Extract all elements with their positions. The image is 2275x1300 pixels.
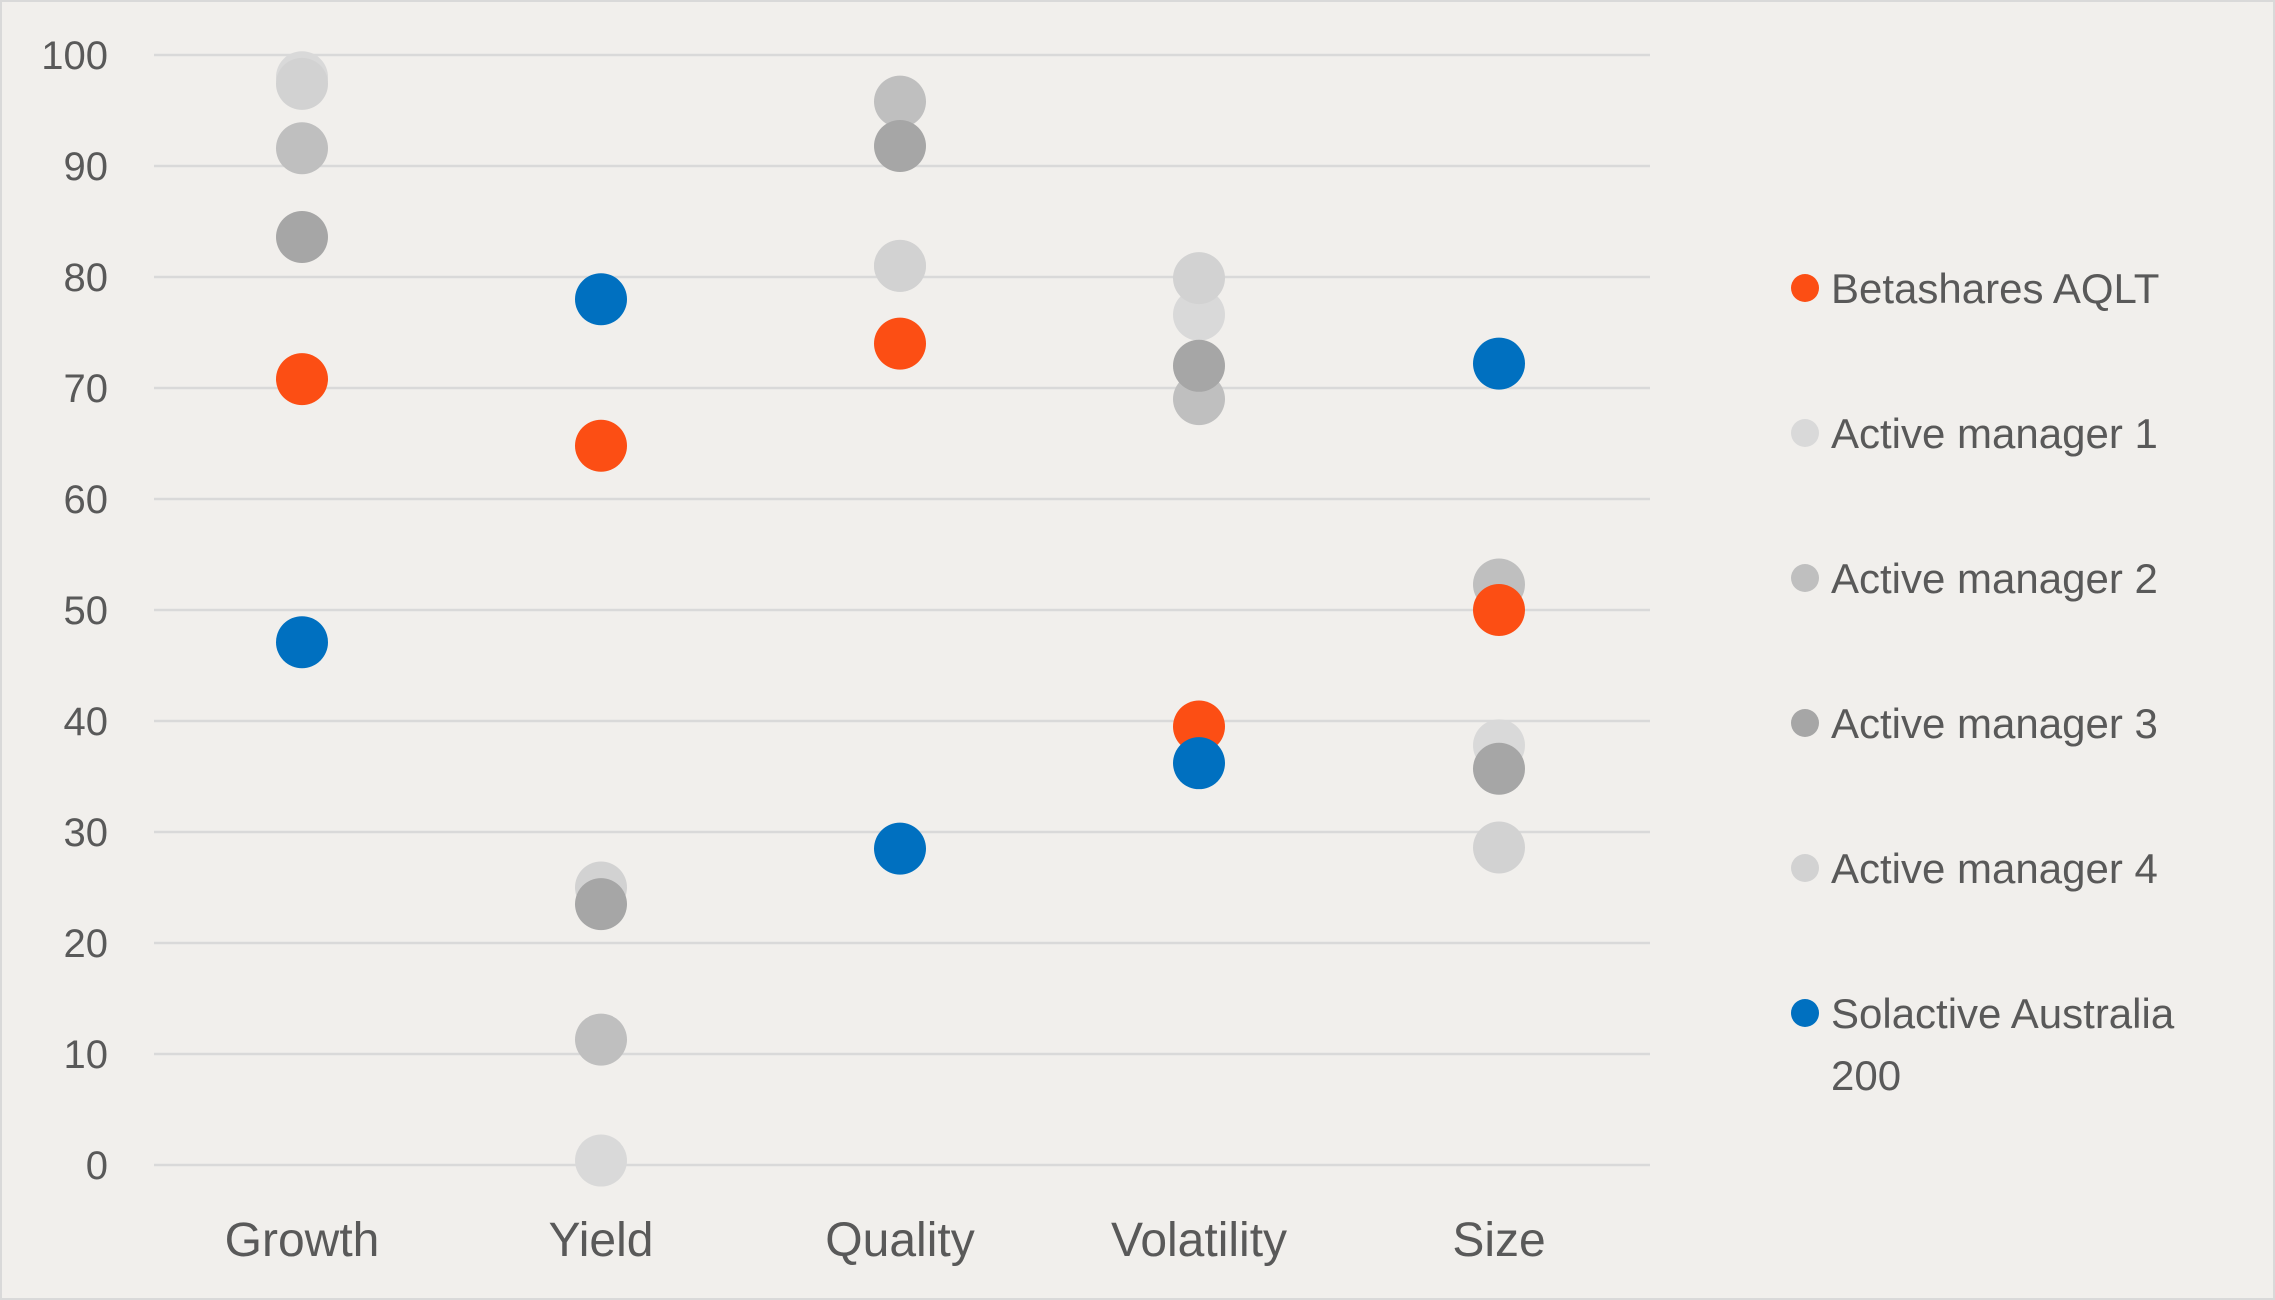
legend-marker: [1791, 999, 1819, 1027]
data-point: [1473, 742, 1525, 795]
data-point: [1173, 288, 1225, 341]
data-point: [276, 211, 328, 264]
data-point: [874, 239, 926, 292]
y-tick-label: 50: [64, 589, 109, 633]
data-point: [1173, 737, 1225, 790]
y-tick-label: 20: [64, 922, 109, 966]
legend-marker: [1791, 709, 1819, 737]
legend-label: Solactive Australia 200: [1831, 990, 2175, 1099]
data-point: [1173, 700, 1225, 753]
legend-item: Active manager 4: [1791, 845, 2158, 892]
y-tick-label: 60: [64, 478, 109, 522]
y-tick-label: 0: [86, 1144, 108, 1188]
legend-item: Active manager 1: [1791, 410, 2158, 457]
y-tick-label: 70: [64, 367, 109, 411]
data-point: [1473, 337, 1525, 390]
legend-label-line: Betashares AQLT: [1831, 265, 2159, 312]
data-point: [874, 120, 926, 173]
legend-marker: [1791, 564, 1819, 592]
legend-label-line: Active manager 1: [1831, 410, 2158, 457]
legend-label: Active manager 2: [1831, 555, 2158, 602]
legend-item: Betashares AQLT: [1791, 265, 2159, 312]
legend-item: Active manager 3: [1791, 700, 2158, 747]
data-point: [276, 616, 328, 669]
legend-marker: [1791, 274, 1819, 302]
data-point: [276, 122, 328, 175]
gridlines: [154, 53, 1650, 1167]
data-point: [575, 1013, 627, 1066]
legend-label-line: Active manager 3: [1831, 700, 2158, 747]
legend-marker: [1791, 419, 1819, 447]
y-tick-label: 10: [64, 1033, 109, 1077]
y-axis-tick-labels: 0 10 20 30 40 50 60 70 80 90 100: [41, 34, 108, 1188]
y-tick-label: 40: [64, 700, 109, 744]
data-point: [575, 419, 627, 472]
data-points: [276, 51, 1525, 1187]
data-point: [575, 273, 627, 326]
y-tick-label: 80: [64, 256, 109, 300]
x-category-label: Volatility: [1111, 1214, 1287, 1267]
legend-label: Active manager 3: [1831, 700, 2158, 747]
data-point: [1473, 821, 1525, 874]
y-tick-label: 30: [64, 811, 109, 855]
legend-item: Solactive Australia 200: [1791, 990, 2175, 1099]
data-point: [874, 822, 926, 875]
legend-item: Active manager 2: [1791, 555, 2158, 602]
data-point: [874, 75, 926, 128]
legend-label-line: Active manager 2: [1831, 555, 2158, 602]
legend: Betashares AQLT Active manager 1 Active ma…: [1791, 265, 2175, 1099]
legend-label-line: 200: [1831, 1052, 1901, 1099]
legend-marker: [1791, 854, 1819, 882]
data-point: [276, 57, 328, 110]
data-point: [1173, 252, 1225, 305]
x-category-label: Size: [1452, 1214, 1545, 1267]
data-point: [1473, 584, 1525, 636]
legend-label-line: Solactive Australia: [1831, 990, 2175, 1037]
x-axis-category-labels: Growth Yield Quality Volatility Size: [225, 1214, 1546, 1267]
data-point: [1173, 339, 1225, 392]
data-point: [276, 353, 328, 406]
legend-label: Betashares AQLT: [1831, 265, 2159, 312]
legend-label-line: Active manager 4: [1831, 845, 2158, 892]
data-point: [575, 1134, 627, 1187]
x-category-label: Growth: [225, 1214, 380, 1267]
data-point: [575, 878, 627, 931]
x-category-label: Yield: [549, 1214, 654, 1267]
x-category-label: Quality: [825, 1214, 974, 1267]
y-tick-label: 100: [41, 34, 108, 78]
legend-label: Active manager 4: [1831, 845, 2158, 892]
data-point: [874, 317, 926, 370]
y-tick-label: 90: [64, 145, 109, 189]
legend-label: Active manager 1: [1831, 410, 2158, 457]
